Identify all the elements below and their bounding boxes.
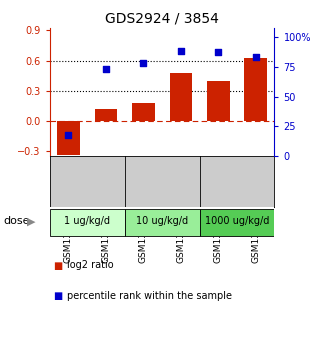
Bar — [245, 58, 267, 121]
Point — [103, 66, 108, 72]
Text: ■: ■ — [53, 261, 62, 270]
Point — [216, 50, 221, 55]
Bar — [57, 121, 80, 155]
Bar — [95, 109, 117, 121]
Text: 1 ug/kg/d: 1 ug/kg/d — [64, 216, 110, 227]
Bar — [125, 209, 200, 236]
Bar — [132, 103, 155, 121]
Point — [253, 54, 258, 60]
Title: GDS2924 / 3854: GDS2924 / 3854 — [105, 12, 219, 26]
Bar — [50, 209, 125, 236]
Text: dose: dose — [3, 216, 30, 227]
Point — [66, 132, 71, 138]
Bar — [207, 81, 230, 121]
Text: percentile rank within the sample: percentile rank within the sample — [67, 291, 232, 301]
Text: 10 ug/kg/d: 10 ug/kg/d — [136, 216, 188, 227]
Text: log2 ratio: log2 ratio — [67, 261, 114, 270]
Point — [178, 48, 183, 54]
Bar — [169, 73, 192, 121]
Text: 1000 ug/kg/d: 1000 ug/kg/d — [205, 216, 269, 227]
Text: ▶: ▶ — [27, 216, 36, 227]
Bar — [200, 209, 274, 236]
Text: ■: ■ — [53, 291, 62, 301]
Point — [141, 60, 146, 66]
